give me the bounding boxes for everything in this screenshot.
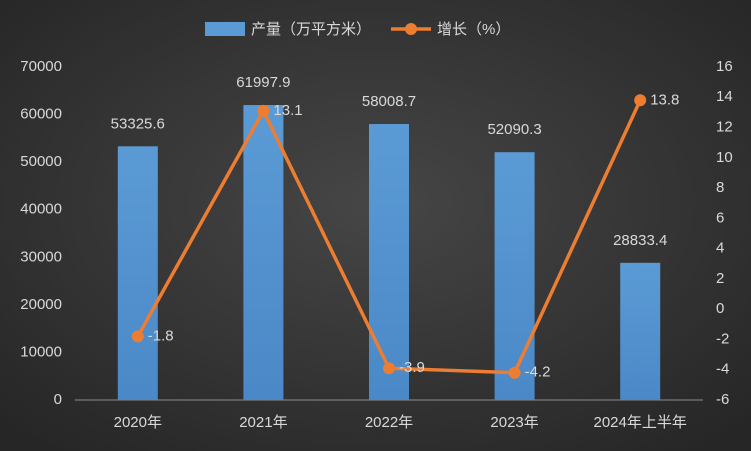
y2-tick-label: 16 [716,58,733,75]
data-label: -4.2 [525,364,551,381]
y2-tick-label: 12 [716,119,733,136]
line-point [383,362,395,375]
legend-label: 增长（%） [437,21,510,38]
data-label: -3.9 [399,359,425,376]
bar [117,146,158,400]
line-point [131,330,144,343]
y-tick-label: 50000 [20,153,62,170]
x-tick-label: 2022年 [365,414,413,431]
line-point [257,104,270,117]
y-tick-label: 10000 [20,343,62,360]
line-point [508,366,521,379]
y2-tick-label: 0 [716,300,724,317]
legend-swatch [405,23,418,35]
y-tick-label: 20000 [20,296,62,313]
legend-label: 产量（万平方米） [251,21,371,38]
y2-tick-label: -2 [716,330,729,347]
y-tick-label: 40000 [20,201,62,218]
bar [243,105,284,400]
y2-tick-label: 10 [716,149,733,166]
data-label: 13.8 [650,91,679,108]
y2-tick-label: 4 [716,240,724,257]
y2-tick-label: 14 [716,88,733,105]
legend-swatch [205,22,245,36]
data-label: 52090.3 [487,121,541,138]
line-point [634,94,647,107]
y-tick-label: 30000 [20,248,62,265]
x-tick-label: 2021年 [239,414,287,431]
y2-tick-label: 8 [716,179,724,196]
bar [620,262,661,400]
data-label: 58008.7 [362,93,416,110]
y2-tick-label: -6 [716,391,729,408]
data-label: 13.1 [273,102,302,119]
y2-tick-label: -4 [716,361,729,378]
data-label: 53325.6 [111,115,165,132]
data-label: -1.8 [148,327,174,344]
data-label: 28833.4 [613,232,667,249]
y-tick-label: 0 [54,391,62,408]
bar [494,152,535,400]
y-tick-label: 70000 [20,58,62,75]
x-tick-label: 2020年 [114,414,162,431]
x-tick-label: 2024年上半年 [594,414,687,431]
bar [369,124,409,401]
y2-tick-label: 2 [716,270,724,287]
y-tick-label: 60000 [20,106,62,123]
y2-tick-label: 6 [716,209,724,226]
x-tick-label: 2023年 [490,414,538,431]
data-label: 61997.9 [236,74,290,91]
